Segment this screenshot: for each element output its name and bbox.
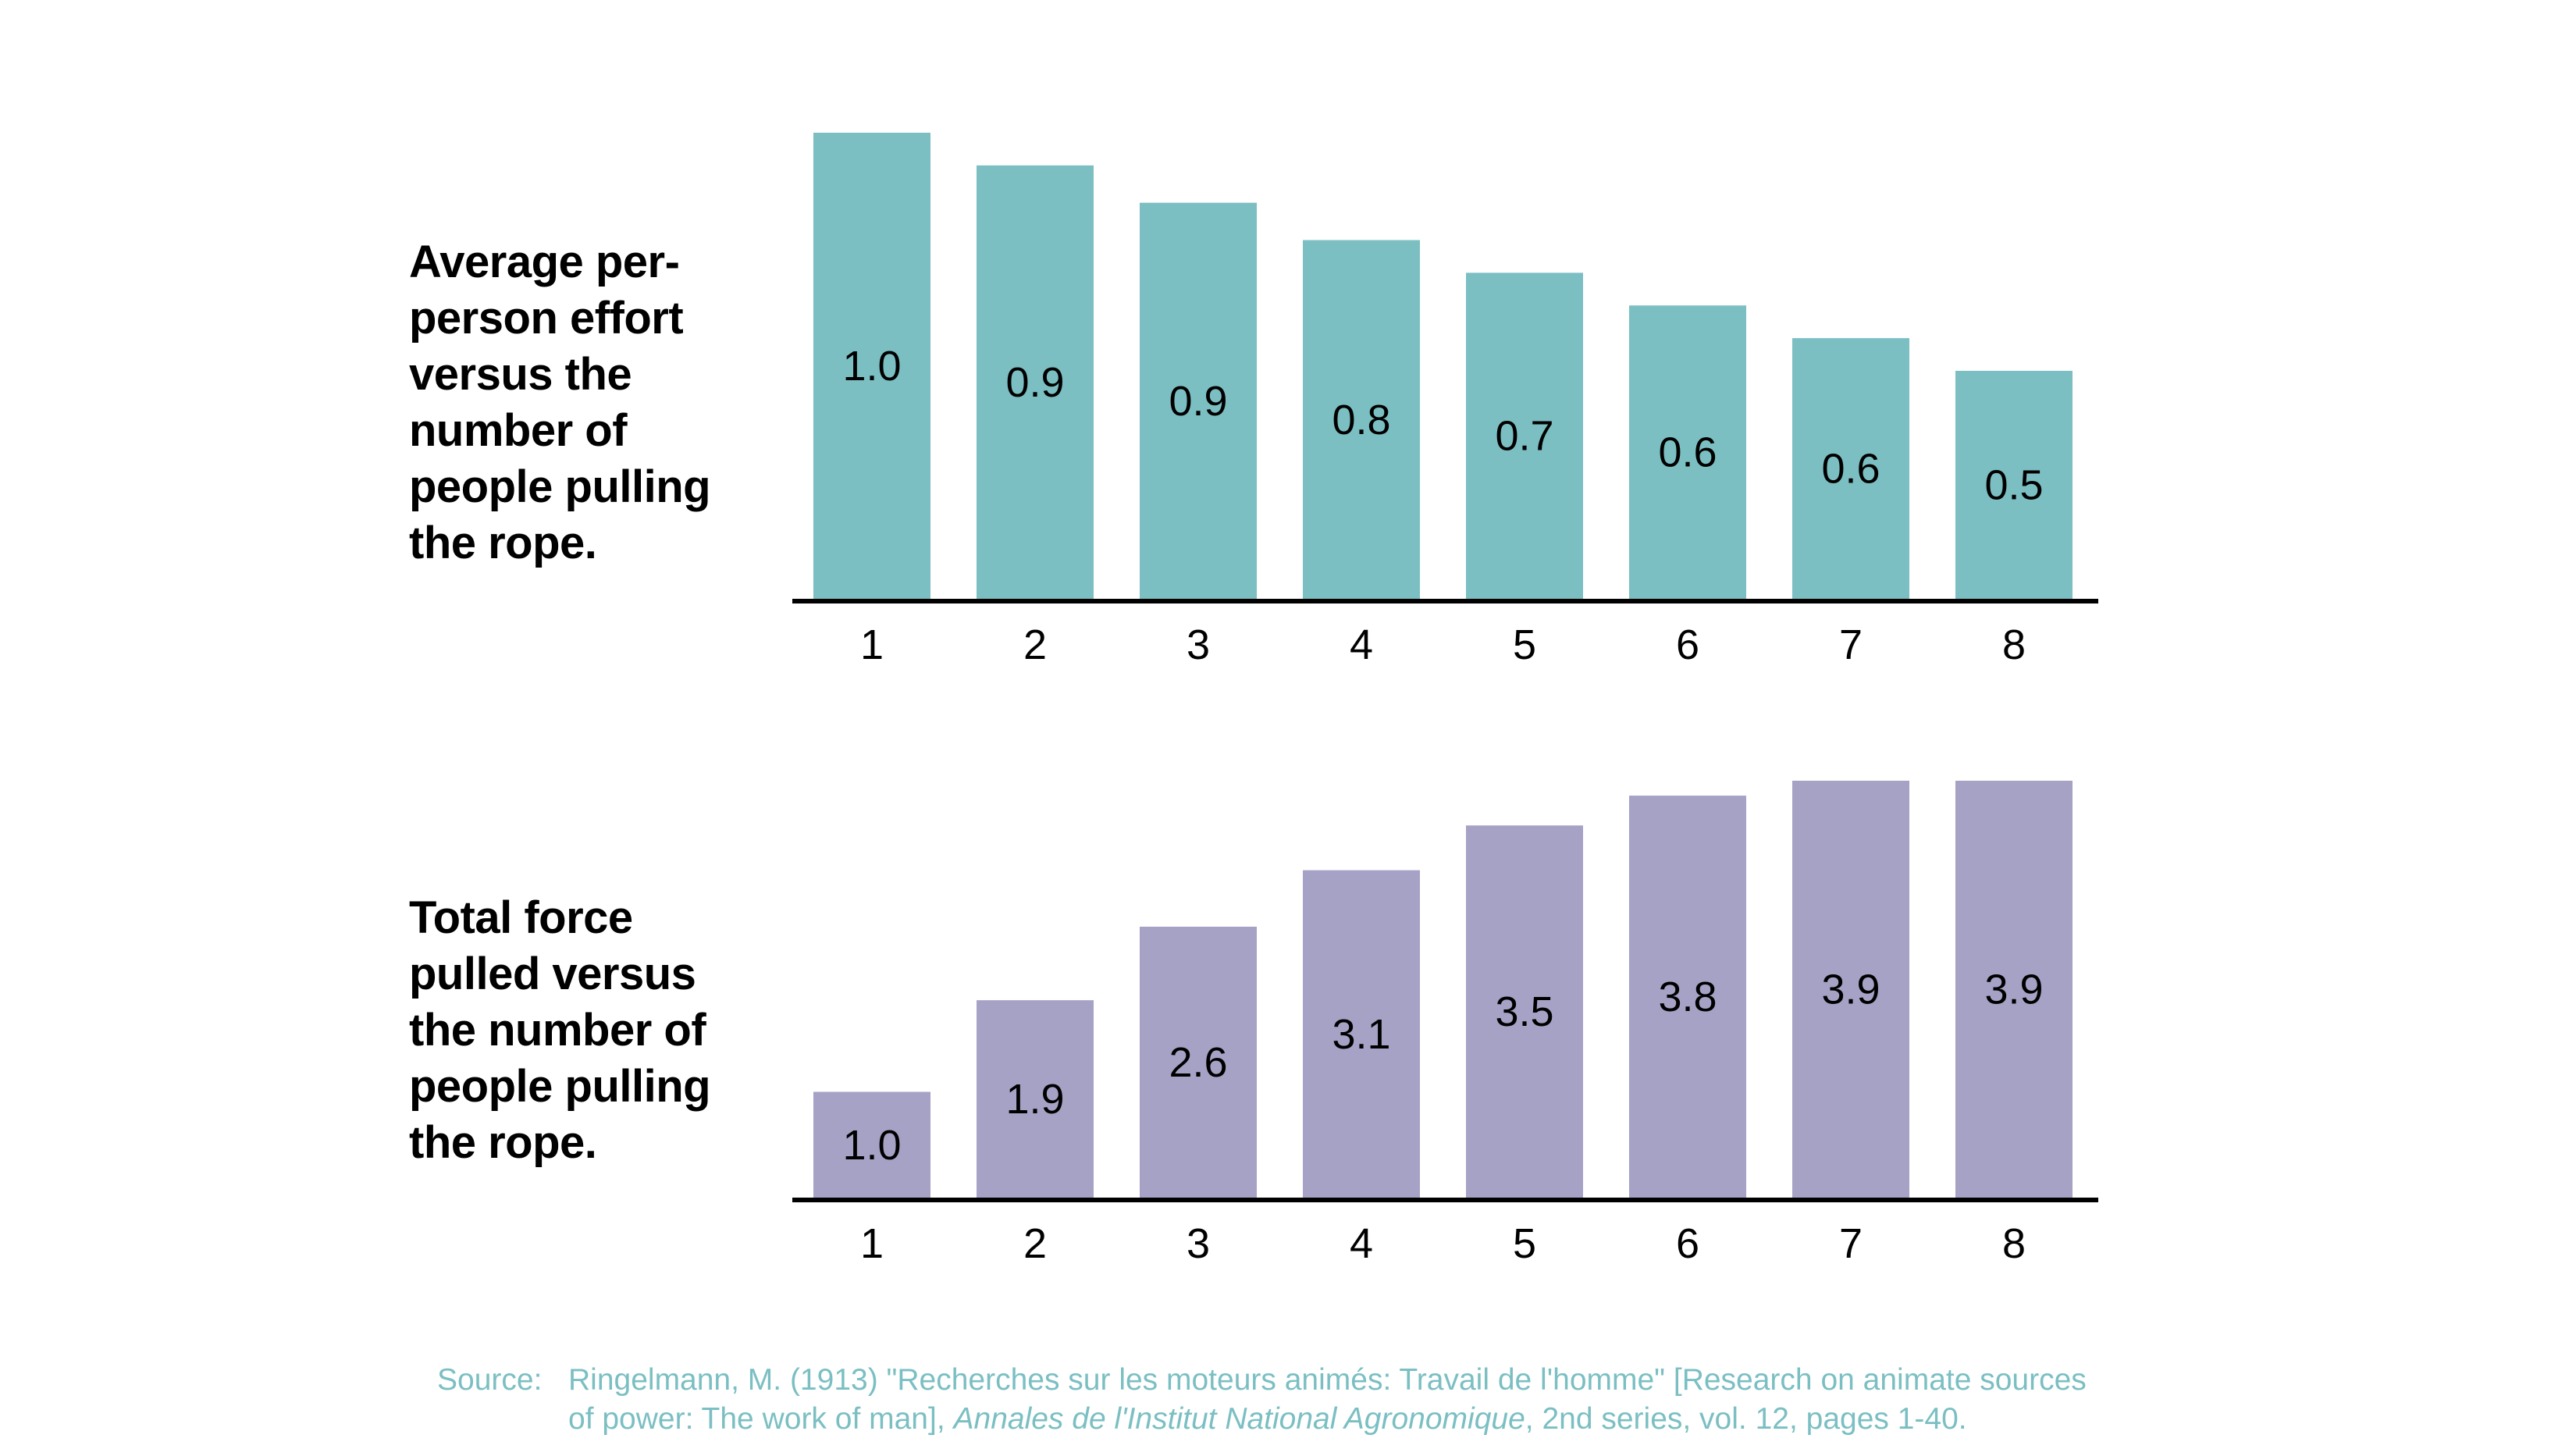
- effort-title-line: the rope.: [409, 518, 597, 568]
- force-bar: [1466, 825, 1583, 1198]
- source-line-2-prefix: of power: The work of man],: [568, 1402, 954, 1436]
- force-title-line: pulled versus: [409, 949, 696, 999]
- effort-bar: [1466, 272, 1583, 600]
- source-label: Source:: [437, 1363, 543, 1397]
- effort-value-label: 0.6: [1658, 429, 1717, 476]
- force-bar: [1303, 870, 1420, 1198]
- force-title-line: people pulling: [409, 1061, 711, 1112]
- force-tick-label: 2: [1023, 1220, 1047, 1267]
- effort-bar-chart: 1.0 1 0.9 2 0.9 3 0.8 4 0.7 5 0.6 6 0.6 7 0.5 8: [792, 133, 2098, 668]
- force-bar: [1629, 796, 1746, 1198]
- force-bar-chart: 1.0 1 1.9 2 2.6 3 3.1 4 3.5 5 3.8 6 3.9 7 3.9 8: [792, 781, 2098, 1267]
- effort-title-line: versus the: [409, 349, 632, 400]
- force-tick-label: 3: [1187, 1220, 1210, 1267]
- effort-value-label: 0.7: [1495, 413, 1553, 460]
- force-title-line: Total force: [409, 892, 633, 943]
- force-value-label: 3.5: [1495, 988, 1553, 1035]
- force-value-label: 3.8: [1658, 974, 1717, 1020]
- effort-value-label: 0.9: [1005, 359, 1064, 406]
- force-bar: [1140, 926, 1257, 1198]
- force-value-label: 1.0: [842, 1122, 901, 1169]
- force-bar: [1955, 781, 2073, 1198]
- effort-tick-label: 1: [860, 621, 884, 668]
- effort-value-label: 0.9: [1169, 378, 1227, 425]
- effort-tick-label: 7: [1839, 621, 1863, 668]
- force-value-label: 1.9: [1005, 1076, 1064, 1123]
- effort-tick-label: 3: [1187, 621, 1210, 668]
- effort-bar: [1792, 338, 1909, 600]
- effort-title-line: person effort: [409, 293, 684, 344]
- force-tick-label: 4: [1350, 1220, 1373, 1267]
- effort-title-line: Average per-: [409, 237, 680, 287]
- effort-bar: [1140, 202, 1257, 600]
- force-bar: [977, 1000, 1094, 1198]
- force-tick-label: 7: [1839, 1220, 1863, 1267]
- force-value-label: 3.1: [1332, 1011, 1390, 1058]
- force-tick-label: 5: [1513, 1220, 1536, 1267]
- force-title-line: the number of: [409, 1005, 706, 1056]
- effort-value-label: 0.6: [1821, 446, 1880, 493]
- force-tick-label: 1: [860, 1220, 884, 1267]
- effort-bar: [1955, 370, 2073, 600]
- effort-bar: [977, 165, 1094, 600]
- force-tick-label: 6: [1676, 1220, 1699, 1267]
- source-text: Ringelmann, M. (1913) "Recherches sur le…: [568, 1361, 2153, 1439]
- effort-tick-label: 2: [1023, 621, 1047, 668]
- effort-tick-label: 4: [1350, 621, 1373, 668]
- force-bar: [1792, 781, 1909, 1198]
- source-line-2-suffix: , 2nd series, vol. 12, pages 1-40.: [1525, 1402, 1967, 1436]
- force-bar: [813, 1091, 930, 1198]
- effort-bar: [1629, 305, 1746, 600]
- force-value-label: 3.9: [1984, 967, 2043, 1013]
- effort-title-line: number of: [409, 405, 628, 456]
- source-line-2: of power: The work of man], Annales de l…: [568, 1400, 2153, 1439]
- force-chart-title: Total force pulled versus the number of …: [409, 890, 753, 1171]
- effort-value-label: 1.0: [842, 343, 901, 390]
- source-journal: Annales de l'Institut National Agronomiq…: [953, 1402, 1525, 1436]
- effort-chart-title: Average per- person effort versus the nu…: [409, 234, 753, 571]
- source-line-1: Ringelmann, M. (1913) "Recherches sur le…: [568, 1363, 2087, 1397]
- force-value-label: 2.6: [1169, 1039, 1227, 1086]
- effort-value-label: 0.5: [1984, 461, 2043, 508]
- effort-title-line: people pulling: [409, 461, 711, 512]
- force-tick-label: 8: [2002, 1220, 2026, 1267]
- effort-tick-label: 5: [1513, 621, 1536, 668]
- effort-bar: [1303, 240, 1420, 600]
- force-value-label: 3.9: [1821, 967, 1880, 1013]
- effort-tick-label: 6: [1676, 621, 1699, 668]
- effort-bar: [813, 133, 930, 600]
- effort-value-label: 0.8: [1332, 397, 1390, 443]
- force-title-line: the rope.: [409, 1117, 597, 1168]
- effort-tick-label: 8: [2002, 621, 2026, 668]
